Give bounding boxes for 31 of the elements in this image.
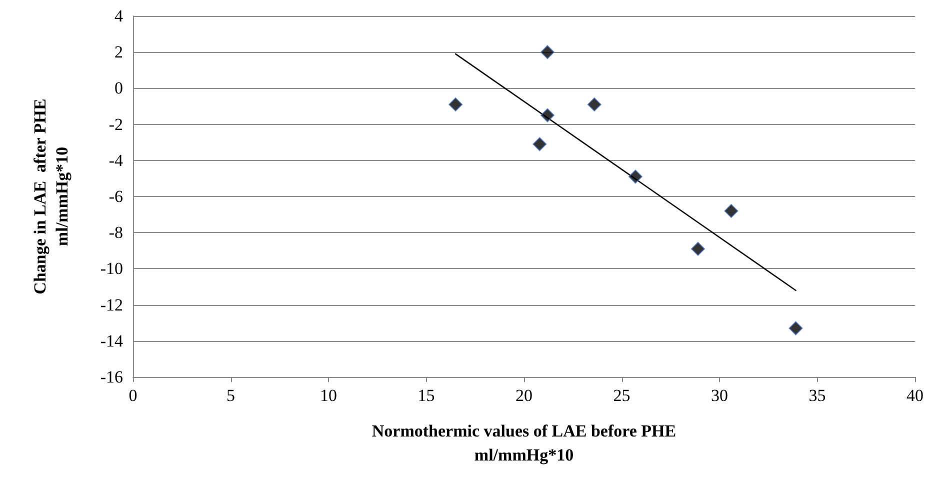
point <box>532 137 547 152</box>
point <box>690 242 705 256</box>
point <box>628 170 642 184</box>
point <box>540 108 554 122</box>
y-tick-label: -8 <box>108 223 123 242</box>
x-tick-label: 20 <box>516 386 532 405</box>
y-tick-label: -4 <box>108 150 124 170</box>
point <box>540 45 554 60</box>
point <box>724 204 738 218</box>
x-tick-label: 15 <box>418 386 435 405</box>
point <box>587 97 602 112</box>
x-tick-label: 40 <box>906 386 924 405</box>
x-tick-label: 5 <box>226 386 235 405</box>
y-tick-label: -16 <box>100 368 123 386</box>
point <box>448 97 463 112</box>
x-tick-label: 25 <box>613 386 630 405</box>
y-axis-title: Change in LAE after PHE ml/mmHg*10 <box>30 98 72 294</box>
y-tick-label: -10 <box>100 259 123 278</box>
x-tick-label: 10 <box>320 386 337 405</box>
y-tick-label: 0 <box>114 78 123 98</box>
y-tick-label: -12 <box>100 295 123 314</box>
y-tick-label: 2 <box>114 42 123 62</box>
x-axis-title: Normothermic values of LAE before PHE ml/mmHg*10 <box>372 422 676 464</box>
x-tick-label: 30 <box>711 386 728 405</box>
y-tick-label: -6 <box>108 187 123 206</box>
x-tick-label: 0 <box>128 386 138 405</box>
y-tick-label: 4 <box>114 6 124 26</box>
point <box>788 321 803 336</box>
y-tick-label: -14 <box>100 331 124 350</box>
x-tick-label: 35 <box>808 386 826 405</box>
y-tick-label: -2 <box>108 114 123 134</box>
